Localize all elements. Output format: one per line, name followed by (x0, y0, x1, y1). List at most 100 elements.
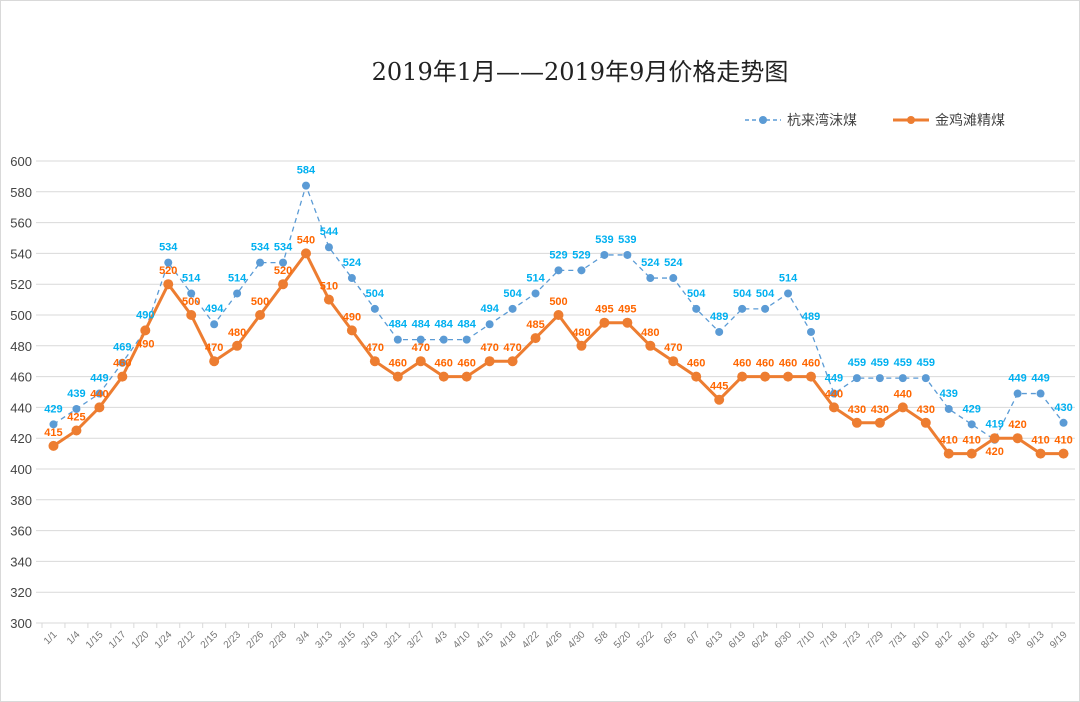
x-tick-label: 4/30 (566, 629, 588, 651)
data-point-1 (576, 340, 587, 351)
legend-item-0: 杭来湾沫煤 (745, 110, 857, 130)
data-label-0: 449 (825, 373, 843, 385)
data-label-0: 469 (113, 342, 131, 354)
data-label-0: 494 (205, 303, 224, 315)
data-label-0: 534 (274, 242, 293, 254)
data-label-1: 470 (664, 342, 682, 354)
data-label-1: 470 (205, 342, 223, 354)
data-point-1 (209, 356, 220, 367)
data-label-1: 485 (526, 319, 544, 331)
x-tick-label: 9/3 (1006, 629, 1024, 647)
data-point-1 (140, 325, 151, 336)
data-label-0: 504 (756, 288, 775, 300)
data-point-0 (462, 335, 471, 344)
data-point-0 (1036, 389, 1045, 398)
data-label-0: 459 (894, 357, 912, 369)
data-point-0 (623, 250, 632, 259)
data-point-1 (530, 333, 541, 344)
data-label-1: 510 (320, 281, 338, 293)
y-tick-label: 460 (10, 370, 32, 385)
data-point-1 (461, 371, 472, 382)
data-label-1: 430 (917, 404, 935, 416)
data-label-1: 410 (1031, 435, 1049, 447)
x-tick-label: 6/5 (662, 629, 680, 647)
x-tick-label: 3/13 (314, 629, 336, 651)
y-tick-label: 360 (10, 524, 32, 539)
data-point-0 (118, 358, 127, 367)
data-point-0 (485, 320, 494, 329)
data-point-1 (737, 371, 748, 382)
data-point-1 (392, 371, 403, 382)
y-tick-label: 300 (10, 616, 32, 631)
data-point-0 (1013, 389, 1022, 398)
x-tick-label: 7/29 (864, 629, 886, 651)
data-point-0 (784, 289, 793, 298)
data-label-0: 459 (848, 357, 866, 369)
data-label-0: 504 (687, 288, 706, 300)
y-tick-label: 440 (10, 400, 32, 415)
data-label-0: 449 (1031, 373, 1049, 385)
y-tick-label: 320 (10, 585, 32, 600)
data-point-0 (508, 304, 517, 313)
data-label-1: 520 (274, 265, 292, 277)
y-tick-label: 500 (10, 308, 32, 323)
data-point-1 (300, 248, 311, 259)
data-point-0 (669, 274, 678, 283)
data-point-1 (1012, 433, 1023, 444)
data-point-0 (49, 420, 58, 429)
data-point-0 (187, 289, 196, 298)
x-tick-label: 2/28 (268, 629, 290, 651)
y-tick-label: 420 (10, 431, 32, 446)
data-point-0 (324, 243, 333, 252)
data-label-0: 539 (595, 234, 613, 246)
data-point-1 (599, 317, 610, 328)
legend-item-1: 金鸡滩精煤 (893, 110, 1005, 130)
data-label-1: 420 (1008, 419, 1026, 431)
x-tick-label: 4/26 (543, 629, 565, 651)
data-point-1 (71, 425, 82, 436)
data-point-1 (760, 371, 771, 382)
data-point-0 (439, 335, 448, 344)
data-point-1 (943, 448, 954, 459)
data-label-1: 430 (871, 404, 889, 416)
x-tick-label: 5/8 (593, 629, 611, 647)
x-tick-label: 3/21 (382, 629, 404, 651)
data-point-1 (484, 356, 495, 367)
data-label-0: 439 (940, 388, 958, 400)
y-tick-label: 340 (10, 554, 32, 569)
data-point-1 (232, 340, 243, 351)
x-tick-label: 1/1 (42, 629, 60, 647)
data-point-1 (966, 448, 977, 459)
data-label-0: 484 (389, 319, 408, 331)
data-point-1 (163, 279, 174, 290)
data-point-0 (95, 389, 104, 398)
data-label-1: 480 (228, 327, 246, 339)
data-label-1: 460 (756, 358, 774, 370)
data-point-0 (531, 289, 540, 298)
data-label-1: 500 (549, 296, 567, 308)
data-label-0: 534 (251, 242, 270, 254)
data-label-1: 425 (67, 412, 85, 424)
data-label-0: 524 (343, 257, 362, 269)
x-tick-label: 2/26 (245, 629, 267, 651)
data-point-0 (738, 304, 747, 313)
data-label-0: 484 (457, 319, 476, 331)
data-point-1 (989, 433, 1000, 444)
x-tick-label: 7/10 (796, 629, 818, 651)
data-label-1: 495 (595, 304, 613, 316)
data-label-0: 489 (802, 311, 820, 323)
data-label-0: 544 (320, 226, 339, 238)
data-point-0 (301, 181, 310, 190)
data-point-1 (94, 402, 105, 413)
data-label-0: 514 (182, 272, 201, 284)
data-label-1: 470 (412, 342, 430, 354)
data-label-0: 504 (503, 288, 522, 300)
data-point-1 (415, 356, 426, 367)
x-tick-label: 7/23 (841, 629, 863, 651)
data-point-0 (210, 320, 219, 329)
data-label-1: 430 (848, 404, 866, 416)
data-point-0 (852, 374, 861, 383)
data-point-1 (691, 371, 702, 382)
data-point-1 (783, 371, 794, 382)
data-point-1 (851, 417, 862, 428)
